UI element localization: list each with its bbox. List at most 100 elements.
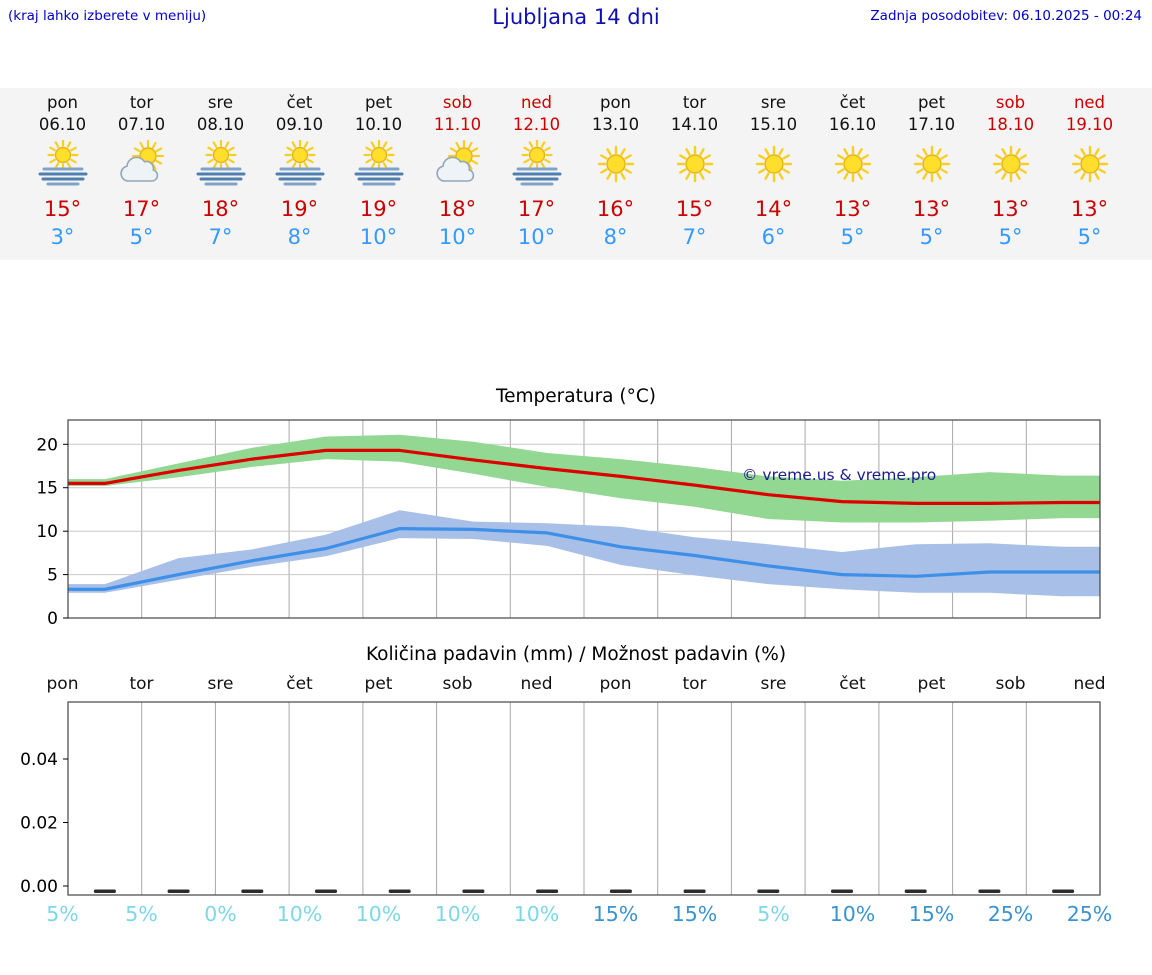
day-name: čet (839, 93, 866, 112)
precip-day-label: sob (442, 674, 473, 694)
sun-fog-icon (339, 140, 418, 188)
day-low-temp: 5° (919, 225, 944, 249)
day-high-temp: 19° (359, 197, 398, 221)
day-date: 12.10 (512, 115, 561, 134)
precip-percent-label: 10% (276, 902, 323, 926)
day-date: 18.10 (986, 115, 1035, 134)
day-date: 19.10 (1065, 115, 1114, 134)
sun-icon (892, 140, 971, 188)
precip-day-label: pon (599, 674, 632, 694)
day-high-temp: 13° (912, 197, 951, 221)
precip-day-label: ned (1073, 674, 1106, 694)
day-low-temp: 8° (603, 225, 628, 249)
svg-text:0.02: 0.02 (20, 814, 58, 834)
day-high-temp: 13° (833, 197, 872, 221)
day-low-temp: 10° (359, 225, 398, 249)
svg-text:0: 0 (47, 609, 58, 628)
forecast-day-column: pet 10.10 19° 10° (339, 92, 418, 249)
precip-percent-label: 10% (434, 902, 481, 926)
forecast-day-column: ned 19.10 13° 5° (1050, 92, 1129, 249)
precipitation-chart: 0.00 0.02 0.04 (0, 700, 1152, 900)
day-high-temp: 17° (122, 197, 161, 221)
forecast-day-column: sre 15.10 14° 6° (734, 92, 813, 249)
svg-text:15: 15 (36, 479, 58, 499)
sun-fog-icon (260, 140, 339, 188)
day-low-temp: 7° (208, 225, 233, 249)
day-name: pon (46, 93, 79, 112)
sun-icon (813, 140, 892, 188)
forecast-columns: pon 06.10 15° 3° tor 07.10 17° 5° sre 08.10 18° 7° č… (0, 88, 1152, 249)
day-low-temp: 8° (287, 225, 312, 249)
svg-text:20: 20 (36, 435, 58, 455)
sun-icon (655, 140, 734, 188)
precip-percent-label: 5% (46, 902, 79, 926)
precip-percent-label: 5% (757, 902, 790, 926)
precip-day-labels-row: pon tor sre čet pet sob ned pon tor sre čet pet sob n… (23, 674, 1129, 694)
precip-day-label: tor (682, 674, 707, 694)
sun-fog-icon (23, 140, 102, 188)
day-date: 16.10 (828, 115, 877, 134)
day-name: čet (286, 93, 313, 112)
page-title: Ljubljana 14 dni (492, 5, 660, 29)
day-name: tor (129, 93, 154, 112)
day-date: 08.10 (196, 115, 245, 134)
day-high-temp: 16° (596, 197, 635, 221)
sun-icon (576, 140, 655, 188)
day-date: 15.10 (749, 115, 798, 134)
day-low-temp: 5° (1077, 225, 1102, 249)
precip-day-label: pet (917, 674, 946, 694)
watermark-text: © vreme.us & vreme.pro (742, 466, 936, 484)
last-update: Zadnja posodobitev: 06.10.2025 - 00:24 (870, 8, 1142, 24)
precip-day-label: pon (46, 674, 79, 694)
day-low-temp: 3° (50, 225, 75, 249)
day-high-temp: 13° (1070, 197, 1109, 221)
precip-day-label: sob (995, 674, 1026, 694)
day-low-temp: 5° (840, 225, 865, 249)
forecast-day-column: pon 13.10 16° 8° (576, 92, 655, 249)
svg-text:5: 5 (47, 566, 58, 586)
day-date: 09.10 (275, 115, 324, 134)
day-date: 14.10 (670, 115, 719, 134)
sun-cloud-icon (102, 140, 181, 188)
precip-day-label: ned (520, 674, 553, 694)
day-date: 07.10 (117, 115, 166, 134)
precipitation-chart-title: Količina padavin (mm) / Možnost padavin … (365, 644, 787, 665)
precip-day-label: čet (839, 674, 866, 694)
day-high-temp: 15° (675, 197, 714, 221)
day-name: ned (1073, 93, 1106, 112)
precip-percent-label: 10% (513, 902, 560, 926)
forecast-day-column: čet 09.10 19° 8° (260, 92, 339, 249)
day-name: sre (207, 93, 234, 112)
day-name: sob (995, 93, 1026, 112)
sun-fog-icon (497, 140, 576, 188)
precip-percent-label: 25% (987, 902, 1034, 926)
day-name: sre (760, 93, 787, 112)
sun-cloud-icon (418, 140, 497, 188)
precip-day-label: tor (129, 674, 154, 694)
forecast-day-column: čet 16.10 13° 5° (813, 92, 892, 249)
svg-text:10: 10 (36, 522, 58, 542)
day-low-temp: 6° (761, 225, 786, 249)
day-low-temp: 7° (682, 225, 707, 249)
sun-icon (1050, 140, 1129, 188)
day-date: 06.10 (38, 115, 87, 134)
day-name: sob (442, 93, 473, 112)
precip-percent-label: 15% (908, 902, 955, 926)
precip-percent-row: 5% 5% 0% 10% 10% 10% 10% 15% 15% 5% 10% 15% 25% 25% (23, 902, 1129, 926)
precip-percent-label: 10% (829, 902, 876, 926)
day-low-temp: 5° (129, 225, 154, 249)
forecast-strip: pon 06.10 15° 3° tor 07.10 17° 5° sre 08.10 18° 7° č… (0, 88, 1152, 260)
day-high-temp: 18° (201, 197, 240, 221)
day-date: 17.10 (907, 115, 956, 134)
precip-percent-label: 5% (125, 902, 158, 926)
day-high-temp: 18° (438, 197, 477, 221)
svg-text:0.04: 0.04 (20, 750, 58, 770)
day-high-temp: 19° (280, 197, 319, 221)
day-low-temp: 10° (517, 225, 556, 249)
day-name: pet (364, 93, 393, 112)
menu-hint: (kraj lahko izberete v meniju) (8, 8, 207, 24)
day-high-temp: 17° (517, 197, 556, 221)
precip-day-label: čet (286, 674, 313, 694)
day-name: pet (917, 93, 946, 112)
precip-day-label: sre (760, 674, 787, 694)
